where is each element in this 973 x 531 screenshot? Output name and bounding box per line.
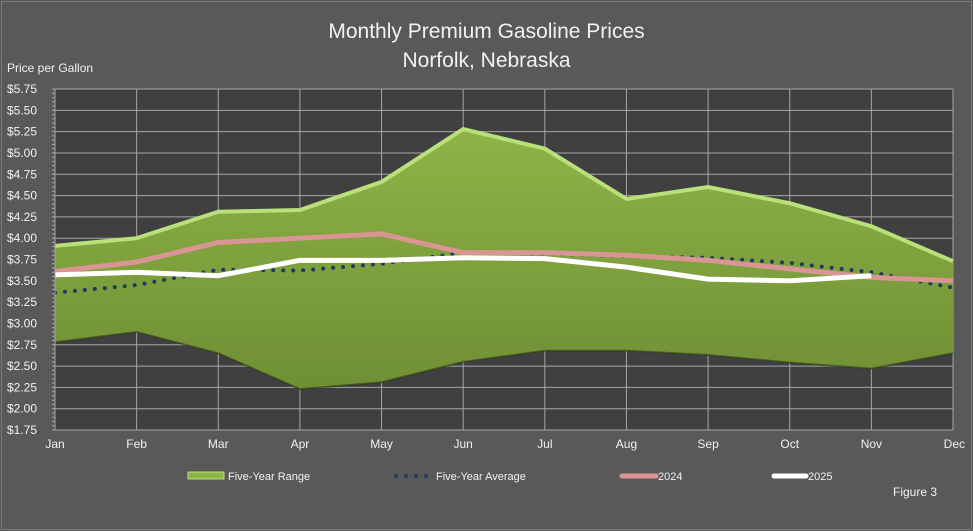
y-tick-label: $5.50 bbox=[7, 103, 37, 117]
y-tick-label: $4.25 bbox=[7, 210, 37, 224]
legend-label-five-year-average: Five-Year Average bbox=[436, 471, 526, 483]
y-axis-label: Price per Gallon bbox=[7, 61, 94, 75]
x-tick-label: Mar bbox=[208, 437, 229, 451]
series-line-2024 bbox=[54, 231, 954, 284]
legend-label-five-year-range: Five-Year Range bbox=[228, 471, 310, 483]
x-tick-label: Apr bbox=[291, 437, 310, 451]
y-tick-label: $2.00 bbox=[7, 402, 37, 416]
y-tick-label: $1.75 bbox=[7, 423, 37, 437]
y-tick-label: $5.75 bbox=[7, 82, 37, 96]
legend-label-2024: 2024 bbox=[658, 471, 682, 483]
x-tick-label: Sep bbox=[697, 437, 719, 451]
y-tick-label: $4.50 bbox=[7, 189, 37, 203]
y-tick-label: $3.25 bbox=[7, 295, 37, 309]
y-tick-label: $4.00 bbox=[7, 231, 37, 245]
chart-title: Monthly Premium Gasoline Prices bbox=[328, 20, 645, 43]
x-tick-label: Dec bbox=[944, 437, 965, 451]
range-upper-edge bbox=[54, 126, 954, 264]
y-tick-label: $2.50 bbox=[7, 359, 37, 373]
x-tick-label: May bbox=[370, 437, 393, 451]
chart-subtitle: Norfolk, Nebraska bbox=[402, 49, 571, 72]
y-tick-label: $3.50 bbox=[7, 274, 37, 288]
x-tick-label: Jun bbox=[454, 437, 473, 451]
x-tick-label: Jul bbox=[537, 437, 552, 451]
x-tick-label: Feb bbox=[126, 437, 147, 451]
x-tick-label: Aug bbox=[616, 437, 637, 451]
y-tick-label: $3.75 bbox=[7, 253, 37, 267]
x-tick-label: Nov bbox=[861, 437, 882, 451]
legend-label-2025: 2025 bbox=[808, 471, 832, 483]
y-tick-label: $5.25 bbox=[7, 125, 37, 139]
range-lower-edge bbox=[54, 330, 954, 391]
y-tick-label: $3.00 bbox=[7, 316, 37, 330]
y-tick-label: $4.75 bbox=[7, 167, 37, 181]
figure-label: Figure 3 bbox=[893, 485, 938, 499]
x-tick-label: Oct bbox=[780, 437, 799, 451]
series-line-2025 bbox=[54, 255, 872, 284]
legend-swatch-five-year-range bbox=[187, 471, 225, 480]
y-tick-label: $2.75 bbox=[7, 338, 37, 352]
x-tick-label: Jan bbox=[45, 437, 64, 451]
y-tick-label: $5.00 bbox=[7, 146, 37, 160]
y-tick-label: $2.25 bbox=[7, 380, 37, 394]
